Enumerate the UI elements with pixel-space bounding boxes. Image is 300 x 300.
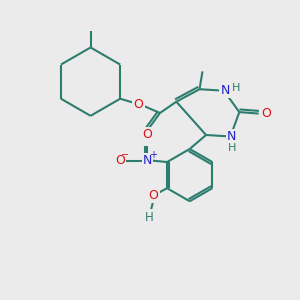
Text: O: O <box>142 128 152 141</box>
Text: N: N <box>143 154 152 167</box>
Text: +: + <box>149 150 157 160</box>
Text: N: N <box>227 130 236 143</box>
Text: H: H <box>145 211 154 224</box>
Text: O: O <box>261 107 271 120</box>
Text: O: O <box>142 131 152 145</box>
Text: N: N <box>220 84 230 97</box>
Text: O: O <box>149 189 159 202</box>
Text: H: H <box>227 143 236 153</box>
Text: O: O <box>134 98 143 111</box>
Text: −: − <box>122 150 130 160</box>
Text: O: O <box>115 154 125 167</box>
Text: H: H <box>232 83 241 93</box>
